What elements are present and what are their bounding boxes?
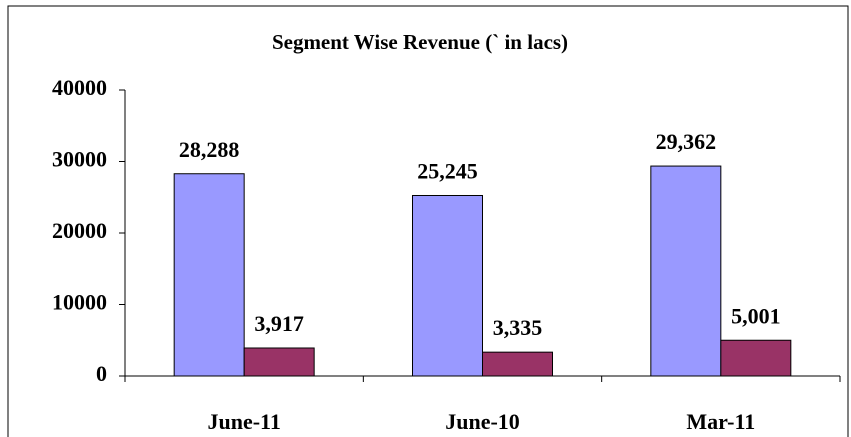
chart-title: Segment Wise Revenue (` in lacs) (272, 30, 568, 54)
bar (482, 351, 553, 377)
value-label: 29,362 (656, 129, 717, 154)
bar (412, 194, 483, 377)
value-label: 3,917 (254, 311, 304, 336)
bar (650, 165, 722, 377)
x-tick-label: June-11 (207, 409, 280, 434)
chart-frame (7, 5, 849, 437)
y-tick-label: 30000 (52, 147, 107, 172)
bar (173, 173, 245, 377)
bar (243, 347, 315, 377)
value-label: 3,335 (493, 315, 543, 340)
x-tick-label: Mar-11 (686, 409, 755, 434)
bar (720, 339, 792, 377)
value-label: 5,001 (731, 303, 781, 328)
y-tick-label: 40000 (52, 75, 107, 100)
value-label: 28,288 (179, 137, 240, 162)
y-tick-label: 10000 (52, 290, 107, 315)
x-tick-label: June-10 (445, 409, 520, 434)
y-tick-label: 0 (96, 361, 107, 386)
y-tick-label: 20000 (52, 218, 107, 243)
value-label: 25,245 (417, 159, 478, 184)
